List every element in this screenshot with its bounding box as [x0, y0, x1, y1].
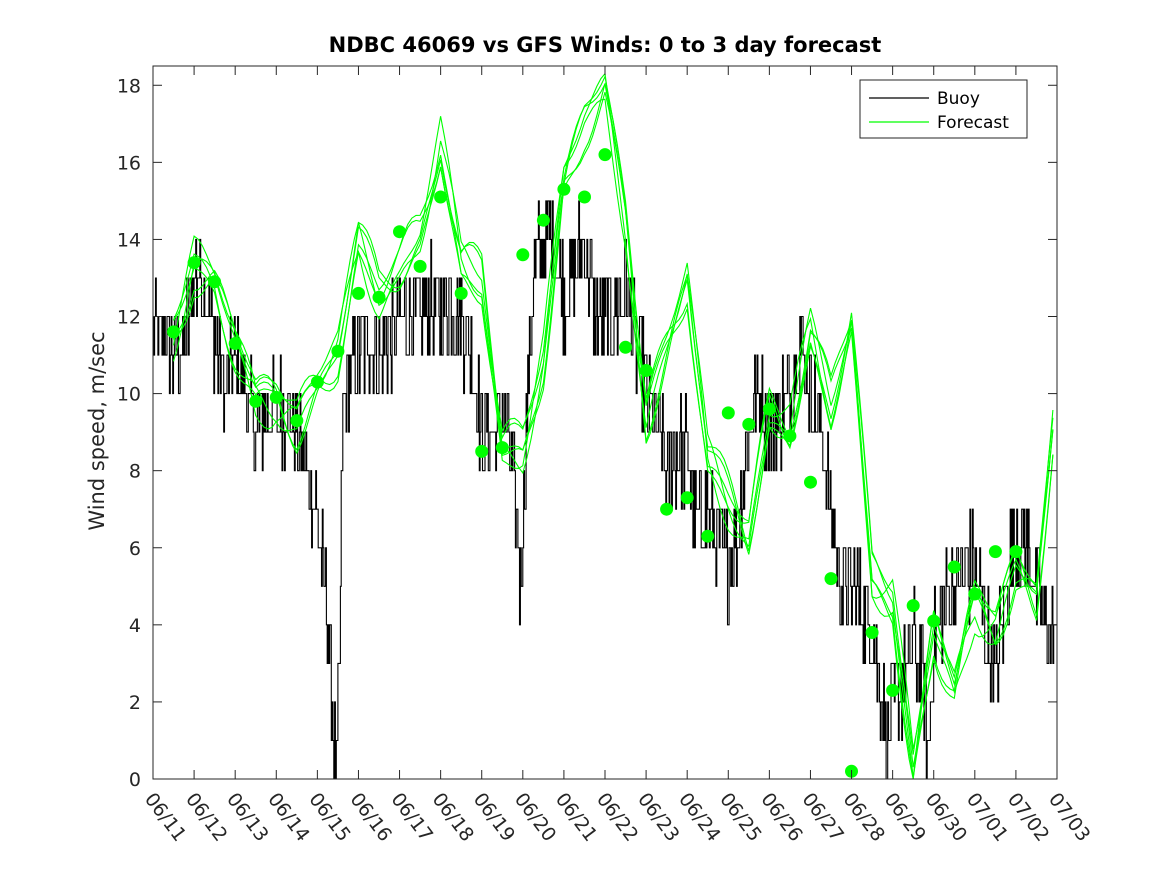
forecast-point [331, 344, 345, 358]
y-tick-label: 2 [129, 692, 141, 714]
forecast-point [413, 259, 427, 273]
forecast-point [988, 545, 1002, 559]
x-tick-label: 06/14 [263, 789, 314, 846]
x-tick-label: 06/29 [880, 789, 931, 846]
forecast-point [516, 248, 530, 262]
x-tick-label: 06/13 [222, 789, 273, 846]
forecast-point [804, 475, 817, 489]
forecast-point [187, 256, 201, 270]
forecast-point [475, 444, 489, 458]
forecast-point [1009, 545, 1023, 559]
forecast-point [660, 502, 674, 516]
forecast-point [228, 337, 242, 350]
forecast-point [536, 213, 550, 227]
y-tick-label: 14 [117, 229, 141, 251]
y-axis-label: Wind speed, m/sec [85, 331, 109, 530]
forecast-point [742, 417, 756, 431]
y-tick-label: 12 [117, 307, 141, 329]
forecast-point [721, 406, 735, 420]
forecast-point [578, 190, 591, 204]
series-buoy-line [153, 200, 1057, 780]
forecast-point [372, 290, 386, 304]
x-tick-label: 06/12 [181, 789, 232, 846]
x-tick-label: 07/01 [962, 789, 1013, 846]
x-tick-label: 06/16 [345, 789, 396, 846]
x-tick-label: 07/02 [1003, 789, 1054, 846]
y-tick-label: 4 [129, 615, 141, 637]
x-tick-label: 06/30 [921, 789, 972, 846]
x-tick-label: 06/17 [387, 789, 438, 846]
forecast-point [167, 325, 180, 339]
x-tick-label: 06/21 [551, 789, 602, 846]
x-tick-label: 06/26 [756, 789, 807, 846]
y-tick-label: 10 [117, 384, 141, 406]
forecast-point [783, 429, 797, 443]
y-tick-label: 0 [129, 769, 141, 791]
x-tick-label: 06/25 [715, 789, 766, 846]
x-tick-label: 06/28 [839, 789, 890, 846]
legend-label: Buoy [937, 89, 980, 109]
x-tick-label: 07/03 [1044, 789, 1095, 846]
x-tick-label: 06/19 [469, 789, 520, 846]
forecast-point [947, 560, 961, 574]
y-tick-label: 18 [117, 75, 141, 97]
forecast-point [762, 402, 776, 416]
x-tick-label: 06/18 [428, 789, 479, 846]
forecast-point [906, 599, 920, 613]
forecast-point [434, 190, 448, 204]
forecast-point [393, 225, 406, 239]
forecast-point [352, 286, 365, 300]
x-tick-label: 06/27 [797, 789, 848, 846]
forecast-point [824, 572, 838, 586]
y-tick-label: 8 [129, 461, 141, 483]
x-tick-label: 06/23 [633, 789, 684, 846]
forecast-point [639, 364, 653, 377]
legend-label: Forecast [937, 113, 1009, 133]
forecast-point [680, 491, 694, 505]
forecast-point [886, 683, 900, 697]
forecast-point [927, 614, 941, 628]
y-tick-label: 6 [129, 538, 141, 560]
chart-title: NDBC 46069 vs GFS Winds: 0 to 3 day fore… [329, 33, 882, 57]
forecast-point [865, 626, 879, 639]
x-tick-label: 06/11 [140, 789, 191, 846]
forecast-point [269, 390, 283, 404]
forecast-point [290, 414, 304, 428]
forecast-point [619, 340, 632, 354]
series-forecast-run-line [172, 98, 1054, 750]
forecast-point [310, 375, 324, 389]
y-tick-label: 16 [117, 152, 141, 174]
forecast-point [968, 587, 982, 601]
x-tick-label: 06/20 [510, 789, 561, 846]
x-tick-label: 06/24 [674, 789, 725, 846]
forecast-point [701, 529, 715, 543]
plot-area [153, 72, 1057, 780]
forecast-point [454, 286, 468, 300]
forecast-point [249, 394, 263, 408]
x-tick-label: 06/15 [304, 789, 355, 846]
legend: Buoy Forecast [859, 79, 1028, 139]
x-tick-label: 06/22 [592, 789, 643, 846]
forecast-point [208, 275, 222, 289]
forecast-point [557, 182, 571, 196]
legend-box [859, 79, 1028, 139]
forecast-point [598, 148, 612, 162]
forecast-point [495, 441, 509, 455]
